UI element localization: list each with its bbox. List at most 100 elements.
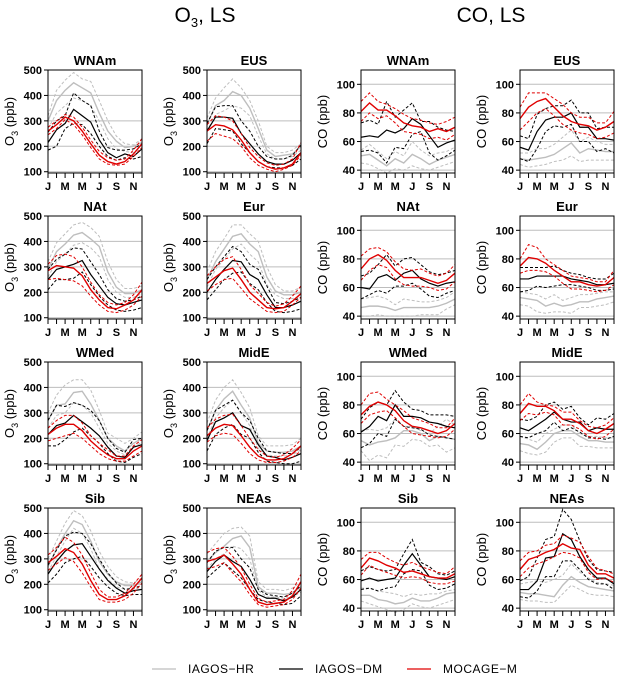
y-axis-label: O3 (ppb) xyxy=(161,97,179,146)
series-mocage-m-mean-line xyxy=(360,557,456,579)
series-mocage-m-mean-line xyxy=(206,554,302,606)
series-iagos-dm-lower-line xyxy=(360,282,456,300)
series-iagos-hr-lower-line xyxy=(206,105,302,160)
series-iagos-hr-mean-line xyxy=(519,575,615,598)
y-axis-label: O3 (ppb) xyxy=(2,535,20,584)
y-tick-label: 100 xyxy=(183,459,201,471)
x-tick-label: J xyxy=(96,327,102,339)
x-tick-label: J xyxy=(204,181,210,193)
x-tick-label: J xyxy=(255,619,261,631)
series-mocage-m-lower-line xyxy=(360,112,456,141)
x-tick-label: J xyxy=(517,473,523,485)
x-tick-label: J xyxy=(517,327,523,339)
series-iagos-dm-mean-line xyxy=(519,411,614,432)
x-tick-label: N xyxy=(129,181,137,193)
series-iagos-hr-mean-line xyxy=(360,153,456,167)
series-iagos-hr-mean-line xyxy=(47,231,143,295)
x-tick-label: M xyxy=(220,619,229,631)
y-tick-label: 400 xyxy=(183,528,201,540)
y-axis-label: O3 (ppb) xyxy=(2,97,20,146)
series-iagos-dm-lower-line xyxy=(519,560,615,599)
x-tick-label: J xyxy=(568,181,574,193)
y-axis-label: CO (ppb) xyxy=(474,95,489,148)
y-axis-label: CO (ppb) xyxy=(315,241,330,294)
panel-title: Eur xyxy=(556,199,578,214)
series-iagos-hr-mean-line xyxy=(519,429,614,451)
series-mocage-m-lower-line xyxy=(519,551,615,583)
x-tick-label: M xyxy=(533,473,542,485)
x-tick-label: M xyxy=(533,327,542,339)
series-iagos-hr-lower-line xyxy=(206,243,302,300)
y-tick-label: 40 xyxy=(502,165,514,177)
series-mocage-m-mean-line xyxy=(519,256,615,287)
series-iagos-hr-upper-line xyxy=(519,291,614,301)
x-tick-label: N xyxy=(288,181,296,193)
x-tick-label: M xyxy=(78,473,87,485)
y-axis-label: O3 (ppb) xyxy=(2,389,20,438)
y-tick-label: 100 xyxy=(496,517,514,529)
plot-frame xyxy=(519,507,615,612)
y-tick-label: 400 xyxy=(183,90,201,102)
x-tick-label: J xyxy=(409,181,415,193)
series-iagos-hr-lower-line xyxy=(361,304,456,317)
y-tick-label: 80 xyxy=(502,108,514,120)
series-iagos-hr-lower-line xyxy=(206,399,302,457)
series-iagos-dm-upper-line xyxy=(519,99,614,140)
panel-title: WMed xyxy=(389,345,427,360)
o3-column-title: O3, LS xyxy=(175,4,236,30)
y-axis-label: CO (ppb) xyxy=(315,533,330,586)
series-iagos-dm-upper-line xyxy=(520,265,615,280)
series-mocage-m-lower-line xyxy=(519,411,615,440)
legend-label-iagos-hr: IAGOS−HR xyxy=(188,662,254,676)
series-iagos-dm-mean-line xyxy=(360,269,456,290)
series-iagos-hr-lower-line xyxy=(47,97,143,154)
series-iagos-dm-mean-line xyxy=(47,108,143,159)
x-tick-label: N xyxy=(442,181,450,193)
y-tick-label: 40 xyxy=(343,165,355,177)
panel-title: WMed xyxy=(76,345,114,360)
series-mocage-m-mean-line xyxy=(47,116,143,165)
x-tick-label: N xyxy=(288,473,296,485)
series-iagos-dm-upper-line xyxy=(206,105,302,160)
y-tick-label: 60 xyxy=(343,575,355,587)
series-iagos-hr-upper-line xyxy=(520,129,614,154)
x-tick-label: J xyxy=(255,181,261,193)
series-iagos-dm-mean-line xyxy=(360,403,456,433)
y-tick-label: 500 xyxy=(183,211,201,223)
plot-frame xyxy=(519,361,615,466)
y-tick-label: 500 xyxy=(183,357,201,369)
plot-frame xyxy=(360,69,456,174)
x-tick-label: N xyxy=(288,327,296,339)
series-iagos-hr-upper-line xyxy=(47,379,143,444)
y-tick-label: 500 xyxy=(24,503,42,515)
co-column-title: CO, LS xyxy=(457,4,526,27)
series-mocage-m-mean-line xyxy=(47,423,143,460)
series-iagos-dm-mean-line xyxy=(206,412,302,461)
series-mocage-m-upper-line xyxy=(519,534,615,575)
y-tick-label: 500 xyxy=(24,211,42,223)
y-tick-label: 80 xyxy=(343,108,355,120)
series-iagos-hr-upper-line xyxy=(360,418,456,435)
series-iagos-dm-lower-line xyxy=(47,555,142,597)
y-tick-label: 60 xyxy=(343,283,355,295)
series-iagos-hr-lower-line xyxy=(47,527,143,590)
x-tick-label: M xyxy=(391,181,400,193)
y-tick-label: 200 xyxy=(183,141,201,153)
y-tick-label: 500 xyxy=(183,503,201,515)
x-tick-label: S xyxy=(585,327,592,339)
series-mocage-m-upper-line xyxy=(360,391,456,429)
x-tick-label: M xyxy=(78,181,87,193)
series-mocage-m-lower-line xyxy=(360,564,456,585)
y-tick-label: 200 xyxy=(183,287,201,299)
series-mocage-m-lower-line xyxy=(360,410,456,439)
y-tick-label: 60 xyxy=(502,137,514,149)
y-tick-label: 40 xyxy=(502,311,514,323)
x-tick-label: S xyxy=(113,473,120,485)
panel-title: EUS xyxy=(554,53,581,68)
x-tick-label: S xyxy=(426,327,433,339)
y-tick-label: 60 xyxy=(502,575,514,587)
x-tick-label: J xyxy=(358,327,364,339)
